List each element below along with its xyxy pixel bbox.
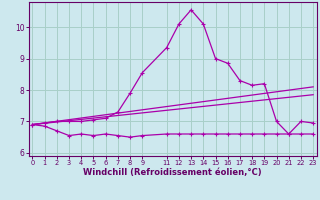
X-axis label: Windchill (Refroidissement éolien,°C): Windchill (Refroidissement éolien,°C) bbox=[84, 168, 262, 177]
